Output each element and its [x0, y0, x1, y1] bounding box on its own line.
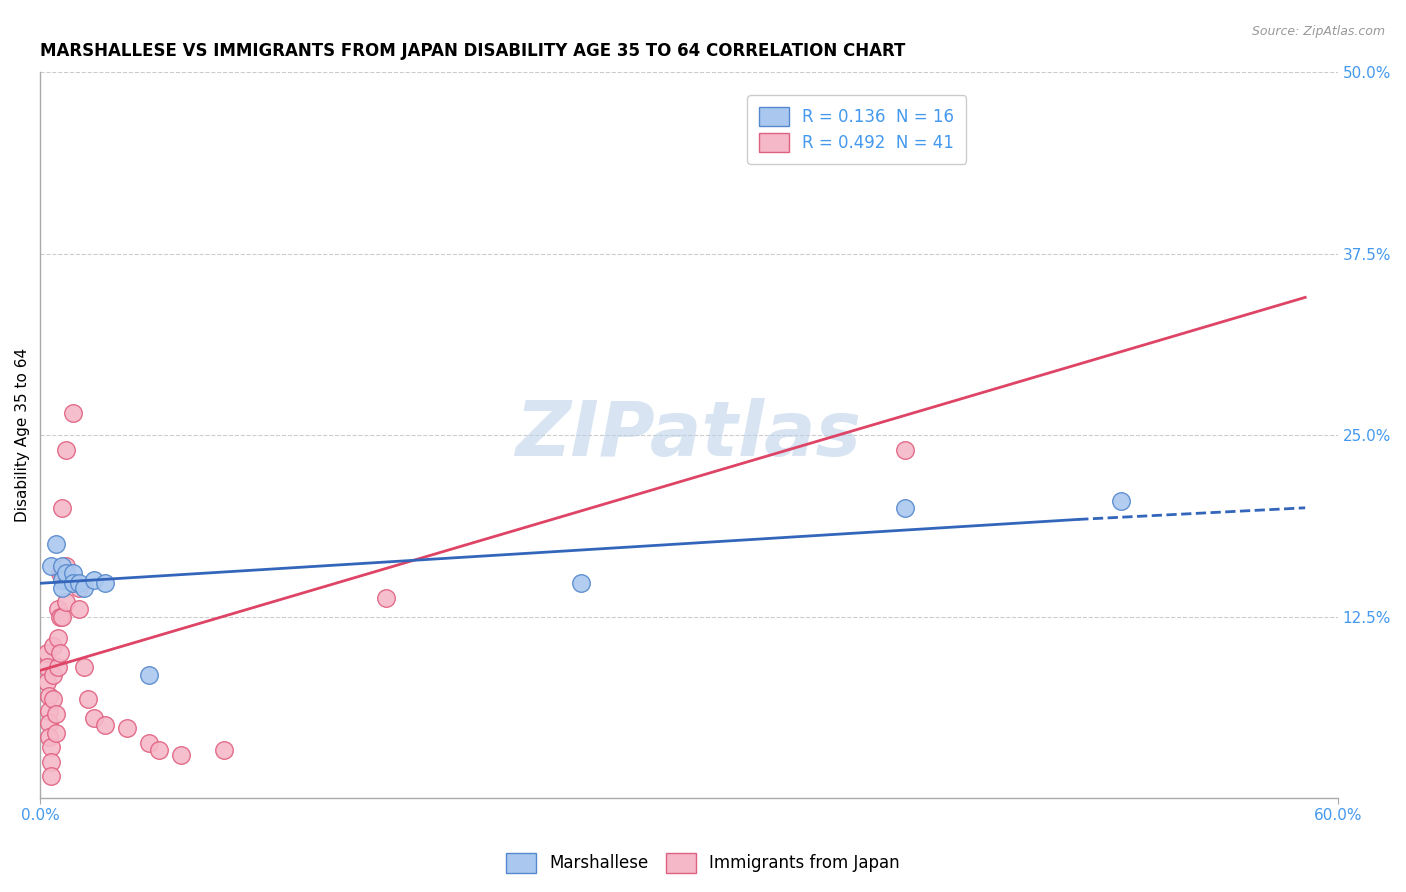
Legend: Marshallese, Immigrants from Japan: Marshallese, Immigrants from Japan	[499, 847, 907, 880]
Point	[55, 566, 77, 581]
Text: ZIPatlas: ZIPatlas	[516, 398, 862, 472]
Point	[42, 667, 65, 681]
Point	[46, 660, 69, 674]
Point	[73, 660, 96, 674]
Text: MARSHALLESE VS IMMIGRANTS FROM JAPAN DISABILITY AGE 35 TO 64 CORRELATION CHART: MARSHALLESE VS IMMIGRANTS FROM JAPAN DIS…	[41, 42, 905, 60]
Point	[46, 632, 69, 646]
Point	[55, 558, 77, 573]
Point	[39, 558, 62, 573]
Point	[894, 442, 917, 457]
Y-axis label: Disability Age 35 to 64: Disability Age 35 to 64	[15, 348, 30, 523]
Point	[38, 690, 60, 704]
Point	[51, 558, 73, 573]
Point	[77, 692, 100, 706]
Point	[49, 609, 72, 624]
Point	[73, 581, 96, 595]
Point	[138, 667, 160, 681]
Point	[39, 769, 62, 783]
Point	[51, 574, 73, 588]
Point	[51, 500, 73, 515]
Point	[55, 595, 77, 609]
Point	[83, 711, 105, 725]
Point	[94, 718, 117, 732]
Point	[62, 566, 84, 581]
Point	[94, 576, 117, 591]
Point	[1111, 493, 1133, 508]
Legend: R = 0.136  N = 16, R = 0.492  N = 41: R = 0.136 N = 16, R = 0.492 N = 41	[748, 95, 966, 164]
Point	[42, 692, 65, 706]
Point	[148, 743, 170, 757]
Point	[569, 576, 592, 591]
Point	[67, 581, 90, 595]
Point	[894, 500, 917, 515]
Point	[38, 730, 60, 744]
Point	[35, 660, 58, 674]
Point	[62, 407, 84, 421]
Point	[39, 755, 62, 769]
Point	[38, 715, 60, 730]
Point	[45, 706, 67, 721]
Point	[138, 736, 160, 750]
Point	[35, 646, 58, 660]
Point	[51, 566, 73, 581]
Point	[45, 725, 67, 739]
Point	[49, 646, 72, 660]
Text: Source: ZipAtlas.com: Source: ZipAtlas.com	[1251, 25, 1385, 38]
Point	[49, 566, 72, 581]
Point	[38, 704, 60, 718]
Point	[115, 722, 138, 736]
Point	[375, 591, 398, 605]
Point	[83, 574, 105, 588]
Point	[42, 639, 65, 653]
Point	[67, 576, 90, 591]
Point	[212, 743, 235, 757]
Point	[35, 675, 58, 690]
Point	[51, 581, 73, 595]
Point	[67, 602, 90, 616]
Point	[51, 609, 73, 624]
Point	[45, 537, 67, 551]
Point	[170, 747, 193, 762]
Point	[62, 576, 84, 591]
Point	[39, 740, 62, 755]
Point	[46, 602, 69, 616]
Point	[55, 442, 77, 457]
